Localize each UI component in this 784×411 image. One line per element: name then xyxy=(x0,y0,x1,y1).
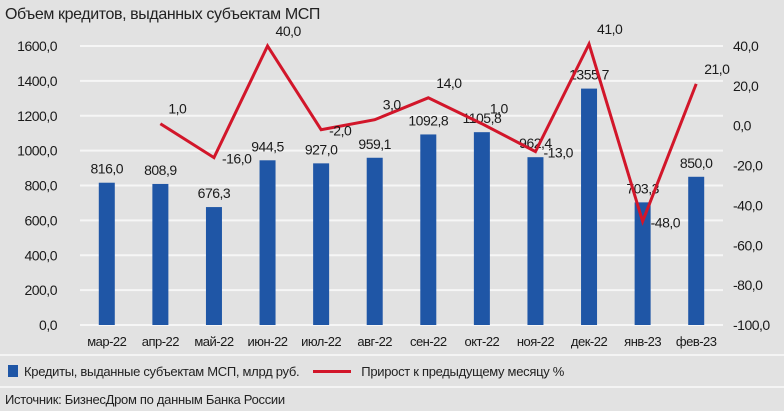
bar-data-label: 927,0 xyxy=(305,141,338,157)
bar-data-label: 1105,8 xyxy=(462,110,501,126)
y-left-tick-label: 1400,0 xyxy=(17,73,58,89)
bar xyxy=(313,163,330,325)
legend-line-label: Прирост к предыдущему месяцу % xyxy=(361,363,564,379)
bar xyxy=(205,207,222,325)
bar-data-label: 850,0 xyxy=(680,155,713,171)
line-data-label: 41,0 xyxy=(597,21,623,37)
x-tick-label: апр-22 xyxy=(142,334,180,349)
line-data-label: 1,0 xyxy=(168,101,187,117)
divider xyxy=(0,354,784,356)
legend: Кредиты, выданные субъектам МСП, млрд ру… xyxy=(0,356,784,386)
y-left-tick-label: 1000,0 xyxy=(17,143,58,159)
legend-bar-label: Кредиты, выданные субъектам МСП, млрд ру… xyxy=(24,363,300,379)
legend-line-swatch xyxy=(313,369,352,373)
bar xyxy=(634,202,651,325)
bar xyxy=(527,157,544,325)
bar xyxy=(420,134,437,325)
line-data-label: 40,0 xyxy=(276,23,302,39)
y-right-tick-label: 0,0 xyxy=(733,118,752,134)
line-data-label: 3,0 xyxy=(383,97,402,113)
divider xyxy=(0,386,784,388)
y-left-tick-label: 1200,0 xyxy=(17,108,58,124)
line-data-label: 14,0 xyxy=(436,75,462,91)
bar-data-label: 959,1 xyxy=(358,136,391,152)
x-tick-label: окт-22 xyxy=(464,334,499,349)
x-tick-label: июн-22 xyxy=(248,334,288,349)
legend-bar-swatch xyxy=(8,365,18,377)
bar xyxy=(688,176,705,325)
y-left-tick-label: 800,0 xyxy=(24,178,57,194)
bar-data-label: 816,0 xyxy=(91,161,124,177)
y-left-tick-label: 1600,0 xyxy=(17,38,58,54)
x-tick-label: янв-23 xyxy=(624,334,661,349)
y-left-tick-label: 200,0 xyxy=(24,282,57,298)
y-right-tick-label: -20,0 xyxy=(733,158,763,174)
bar-data-label: 676,3 xyxy=(198,185,231,201)
bar-data-label: 1092,8 xyxy=(408,112,449,128)
line-data-label: 1,0 xyxy=(490,101,509,117)
bar xyxy=(581,88,598,325)
y-right-tick-label: -40,0 xyxy=(733,197,763,213)
bar xyxy=(259,160,276,325)
x-tick-label: сен-22 xyxy=(410,334,447,349)
x-tick-label: ноя-22 xyxy=(517,334,555,349)
x-tick-label: дек-22 xyxy=(571,334,608,349)
bar xyxy=(473,132,490,325)
x-tick-label: фев-23 xyxy=(676,334,717,349)
bar xyxy=(152,183,169,325)
x-tick-label: мар-22 xyxy=(87,334,126,349)
y-left-tick-label: 0,0 xyxy=(39,317,58,333)
line-data-label: -2,0 xyxy=(329,123,352,139)
x-tick-label: авг-22 xyxy=(357,334,392,349)
y-right-tick-label: -60,0 xyxy=(733,237,763,253)
y-left-tick-label: 600,0 xyxy=(24,212,57,228)
y-right-tick-label: 20,0 xyxy=(733,78,759,94)
chart-title: Объем кредитов, выданных субъектам МСП xyxy=(5,6,320,23)
y-left-tick-label: 400,0 xyxy=(24,247,57,263)
chart-area: 0,0 200,0 400,0 600,0 800,0 1000,0 1200,0 1400,… xyxy=(5,6,771,349)
source-note: Источник: БизнесДром по данным Банка Рос… xyxy=(5,392,285,407)
bar-data-label: 808,9 xyxy=(144,162,177,178)
bar xyxy=(366,157,383,325)
line-series xyxy=(159,39,698,226)
bar xyxy=(98,182,115,325)
line-data-label: 21,0 xyxy=(704,61,730,77)
line-data-label: -16,0 xyxy=(222,151,252,167)
x-tick-label: май-22 xyxy=(194,334,233,349)
chart: 0,0 200,0 400,0 600,0 800,0 1000,0 1200,0 1400,… xyxy=(17,21,771,349)
line-data-label: -48,0 xyxy=(651,214,681,230)
x-tick-label: июл-22 xyxy=(301,334,341,349)
y-right-tick-label: -100,0 xyxy=(733,317,770,333)
line-data-label: -13,0 xyxy=(543,145,573,161)
bar-data-label: 944,5 xyxy=(251,138,284,154)
y-right-tick-label: 40,0 xyxy=(733,38,759,54)
y-right-tick-label: -80,0 xyxy=(733,277,763,293)
